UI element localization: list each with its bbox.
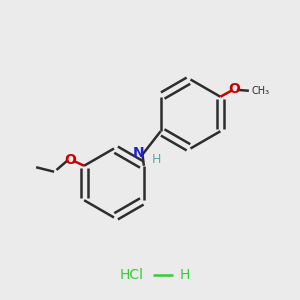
Text: CH₃: CH₃: [252, 86, 270, 96]
Text: N: N: [133, 146, 145, 160]
Text: HCl: HCl: [120, 268, 144, 282]
Text: O: O: [65, 153, 76, 167]
Text: H: H: [151, 153, 161, 167]
Text: H: H: [179, 268, 190, 282]
Text: O: O: [228, 82, 240, 96]
